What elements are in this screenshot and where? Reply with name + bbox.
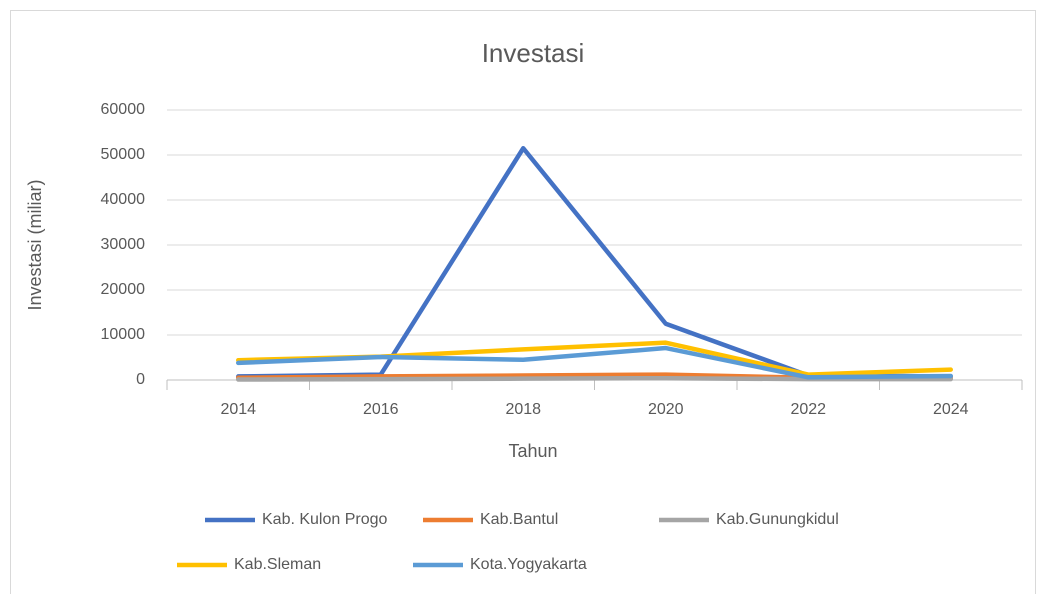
y-tick-label: 20000 bbox=[101, 281, 146, 298]
series-line bbox=[236, 345, 953, 380]
legend-label: Kab.Bantul bbox=[480, 511, 558, 528]
y-tick-label: 10000 bbox=[101, 326, 146, 343]
x-tick-label: 2016 bbox=[363, 401, 399, 418]
x-tick-label: 2022 bbox=[790, 401, 826, 418]
legend-label: Kota.Yogyakarta bbox=[470, 556, 587, 573]
series-line bbox=[236, 146, 953, 379]
y-tick-label: 50000 bbox=[101, 146, 146, 163]
legend-label: Kab.Sleman bbox=[234, 556, 321, 573]
legend-label: Kab.Gunungkidul bbox=[716, 511, 839, 528]
x-tick-label: 2024 bbox=[933, 401, 969, 418]
x-tick-label: 2014 bbox=[220, 401, 256, 418]
x-tick-label: 2020 bbox=[648, 401, 684, 418]
x-axis-label: Tahun bbox=[508, 441, 557, 461]
chart-title: Investasi bbox=[482, 38, 585, 68]
y-tick-label: 60000 bbox=[101, 101, 146, 118]
y-tick-label: 30000 bbox=[101, 236, 146, 253]
y-tick-label: 0 bbox=[136, 371, 145, 388]
chart-frame bbox=[10, 10, 1036, 594]
y-axis-label: Investasi (miliar) bbox=[25, 179, 45, 310]
y-tick-label: 40000 bbox=[101, 191, 146, 208]
x-tick-label: 2018 bbox=[505, 401, 541, 418]
legend-label: Kab. Kulon Progo bbox=[262, 511, 388, 528]
